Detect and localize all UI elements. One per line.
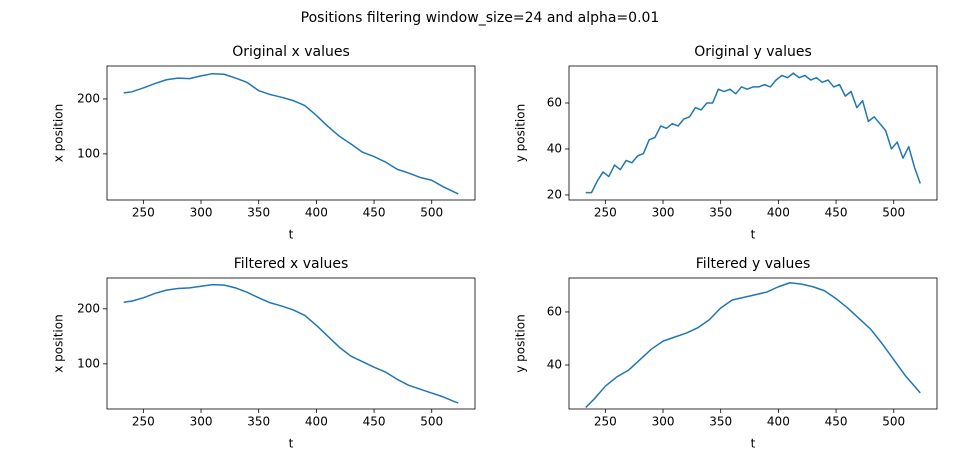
- x-tick-label: 350: [247, 206, 270, 220]
- y-tick-label: 60: [547, 96, 562, 110]
- x-tick-label: 450: [825, 206, 848, 220]
- subplot: Original y values 250 300 350 400 450 500 20 40 6…: [514, 44, 938, 242]
- y-tick-label: 60: [547, 304, 562, 318]
- y-tick-label: 200: [77, 91, 100, 105]
- x-axis-label: t: [289, 437, 294, 451]
- x-tick-label: 400: [767, 415, 790, 429]
- x-tick-label: 350: [247, 415, 270, 429]
- x-tick-label: 450: [363, 206, 386, 220]
- plot-area: [585, 72, 921, 194]
- data-line: [585, 282, 921, 408]
- data-line: [123, 283, 459, 404]
- x-tick-label: 300: [190, 206, 213, 220]
- subplot-title: Filtered x values: [234, 256, 349, 272]
- x-tick-label: 300: [652, 206, 675, 220]
- y-tick-label: 100: [77, 356, 100, 370]
- x-tick-label: 400: [305, 415, 328, 429]
- axes-frame: [568, 277, 938, 410]
- subplot: Filtered y values 250 300 350 400 450 500 40 60 t…: [514, 256, 938, 451]
- x-tick-label: 350: [709, 415, 732, 429]
- y-tick-label: 200: [77, 301, 100, 315]
- x-tick-label: 500: [420, 415, 443, 429]
- subplot-title: Original y values: [694, 44, 812, 60]
- x-tick-label: 400: [767, 206, 790, 220]
- x-tick-label: 250: [594, 206, 617, 220]
- subplot: Filtered x values 250 300 350 400 450 500 100 20…: [52, 256, 476, 451]
- y-axis-label: y position: [514, 314, 528, 372]
- plot-area: [123, 283, 459, 404]
- subplot-title: Original x values: [232, 44, 350, 60]
- plot-area: [585, 282, 921, 408]
- x-tick-label: 450: [363, 415, 386, 429]
- x-tick-label: 350: [709, 206, 732, 220]
- y-tick-label: 40: [547, 141, 562, 155]
- y-tick-label: 100: [77, 146, 100, 160]
- y-axis-label: x position: [52, 104, 66, 162]
- data-line: [123, 72, 459, 195]
- x-axis-label: t: [751, 228, 756, 242]
- y-axis-label: y position: [514, 104, 528, 162]
- x-axis-label: t: [289, 228, 294, 242]
- x-tick-label: 500: [420, 206, 443, 220]
- x-tick-label: 300: [652, 415, 675, 429]
- x-tick-label: 500: [882, 415, 905, 429]
- axes-frame: [568, 65, 938, 201]
- y-tick-label: 20: [547, 187, 562, 201]
- x-tick-label: 500: [882, 206, 905, 220]
- x-tick-label: 250: [594, 415, 617, 429]
- y-axis-label: x position: [52, 314, 66, 372]
- axes-frame: [106, 65, 476, 201]
- axes-frame: [106, 277, 476, 410]
- x-tick-label: 300: [190, 415, 213, 429]
- x-tick-label: 250: [132, 415, 155, 429]
- subplot-title: Filtered y values: [696, 256, 811, 272]
- plot-area: [123, 72, 459, 195]
- x-tick-label: 250: [132, 206, 155, 220]
- data-line: [585, 72, 921, 194]
- x-tick-label: 400: [305, 206, 328, 220]
- x-tick-label: 450: [825, 415, 848, 429]
- figure-title: Positions filtering window_size=24 and a…: [301, 10, 660, 26]
- subplot: Original x values 250 300 350 400 450 500 100 20…: [52, 44, 476, 242]
- x-axis-label: t: [751, 437, 756, 451]
- y-tick-label: 40: [547, 357, 562, 371]
